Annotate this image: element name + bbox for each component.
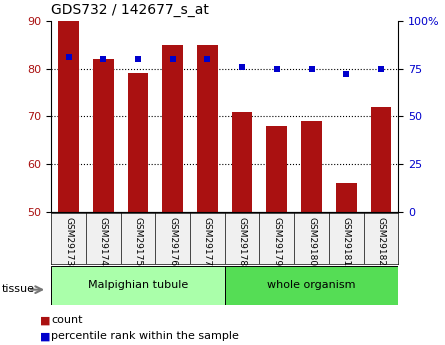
Text: tissue: tissue <box>2 284 35 294</box>
Bar <box>301 121 322 212</box>
Text: GSM29175: GSM29175 <box>134 217 142 266</box>
Point <box>204 56 211 62</box>
Point <box>65 54 72 60</box>
Text: GSM29177: GSM29177 <box>203 217 212 266</box>
Point <box>377 66 384 71</box>
Text: GSM29179: GSM29179 <box>272 217 281 266</box>
Point <box>169 56 176 62</box>
Text: GSM29173: GSM29173 <box>64 217 73 266</box>
Text: ■: ■ <box>40 332 51 341</box>
Point <box>134 56 142 62</box>
Bar <box>336 184 356 212</box>
Text: Malpighian tubule: Malpighian tubule <box>88 280 188 290</box>
Point <box>273 66 280 71</box>
Text: whole organism: whole organism <box>267 280 356 290</box>
Text: GSM29181: GSM29181 <box>342 217 351 266</box>
Text: ■: ■ <box>40 315 51 325</box>
Text: count: count <box>51 315 83 325</box>
Point <box>239 64 246 69</box>
Bar <box>371 107 391 212</box>
Point <box>100 56 107 62</box>
Point <box>343 71 350 77</box>
Bar <box>51 266 225 305</box>
Text: GSM29178: GSM29178 <box>238 217 247 266</box>
Bar <box>128 73 148 212</box>
Text: percentile rank within the sample: percentile rank within the sample <box>51 332 239 341</box>
Bar <box>162 45 183 212</box>
Text: GSM29174: GSM29174 <box>99 217 108 266</box>
Bar <box>58 21 79 212</box>
Text: GSM29180: GSM29180 <box>307 217 316 266</box>
Bar <box>197 45 218 212</box>
Bar <box>267 126 287 212</box>
Text: GDS732 / 142677_s_at: GDS732 / 142677_s_at <box>51 3 209 17</box>
Point <box>308 66 315 71</box>
Bar <box>93 59 113 212</box>
Text: GSM29176: GSM29176 <box>168 217 177 266</box>
Bar <box>225 266 398 305</box>
Bar <box>232 112 252 212</box>
Text: GSM29182: GSM29182 <box>376 217 385 266</box>
